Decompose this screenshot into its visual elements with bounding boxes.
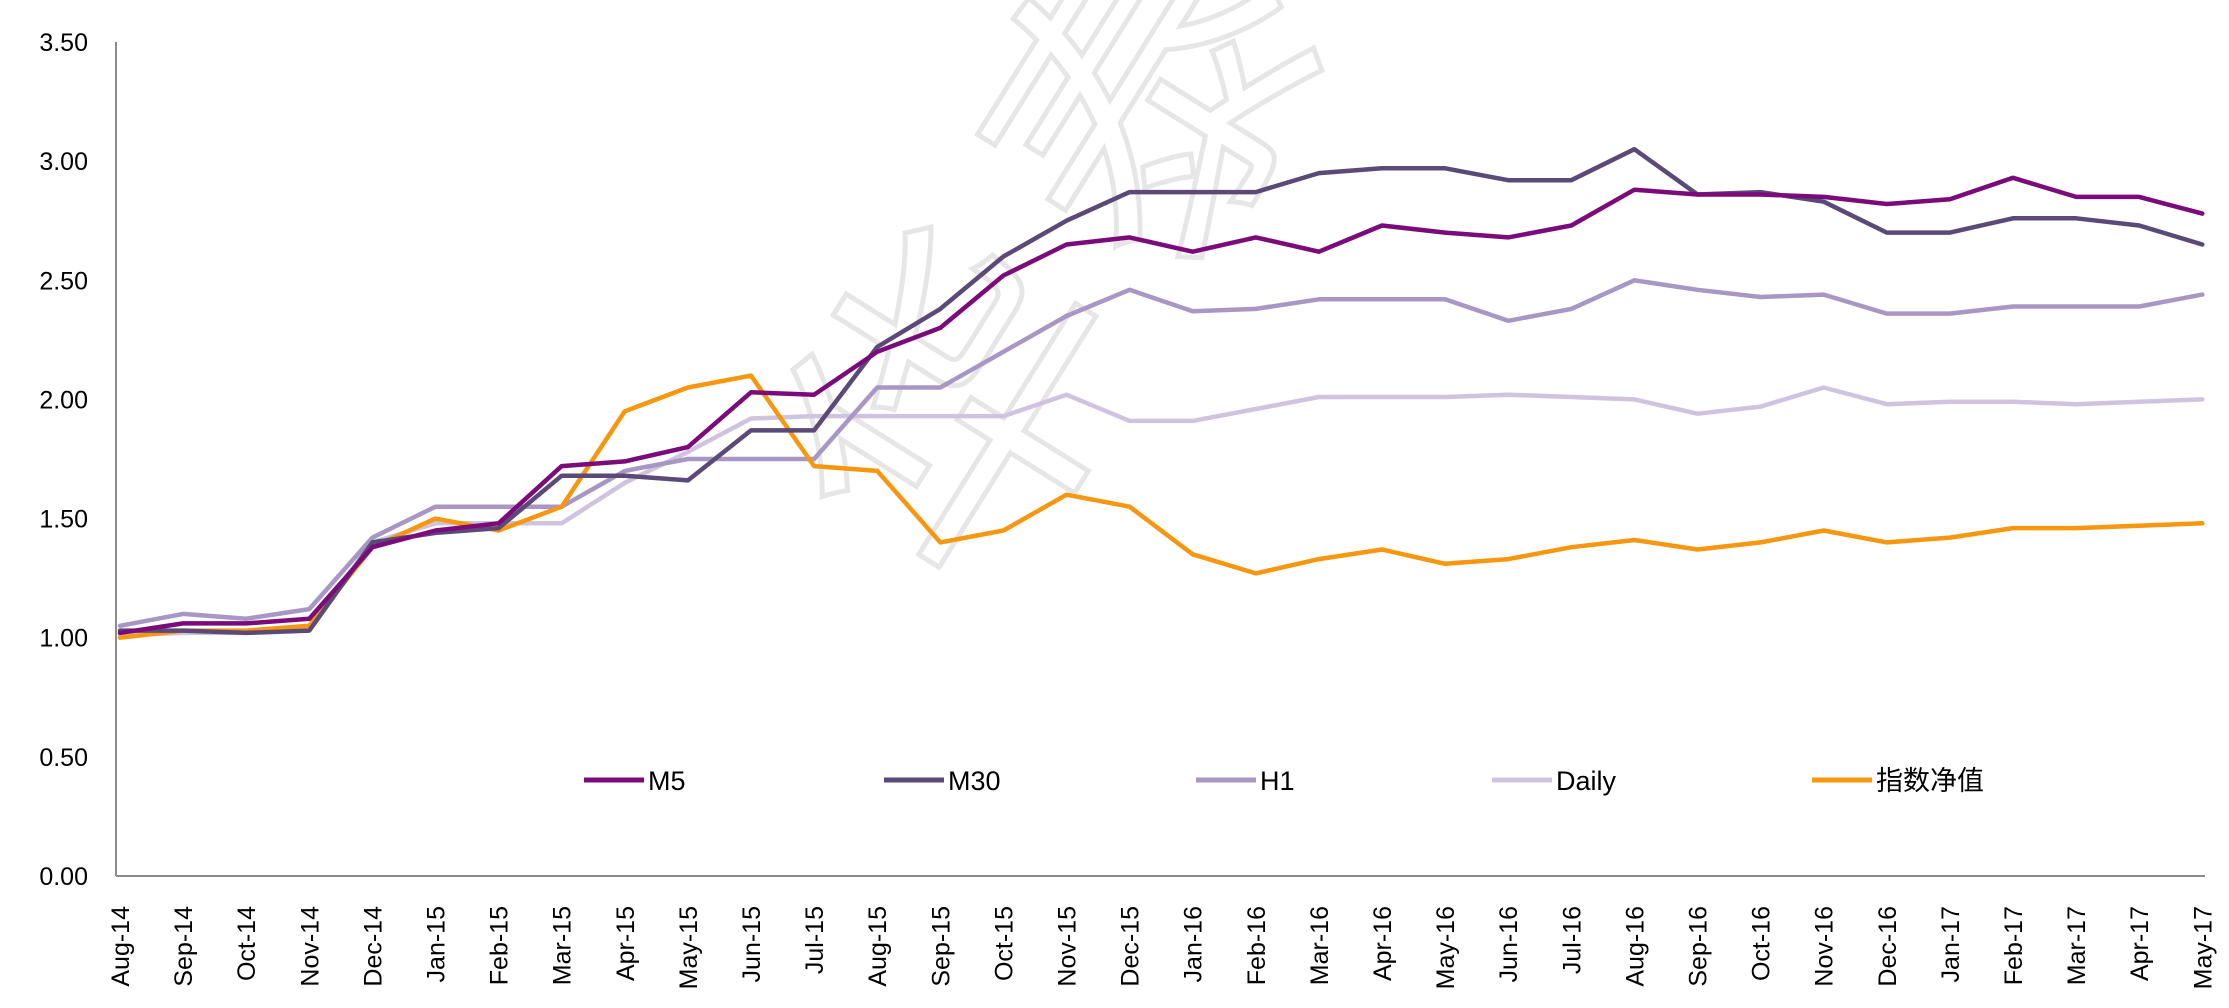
y-tick-label: 0.00 <box>39 863 88 891</box>
x-tick-label: Dec-14 <box>359 906 387 987</box>
x-tick-label: Mar-16 <box>1306 906 1334 985</box>
legend-label: H1 <box>1260 766 1295 796</box>
series-line-0 <box>117 175 2205 636</box>
series-line-1 <box>117 146 2205 636</box>
x-tick-label: May-15 <box>675 906 703 989</box>
x-tick-label: Jan-16 <box>1180 906 1208 982</box>
x-tick-label: Apr-15 <box>612 906 640 981</box>
x-tick-label: May-17 <box>2189 906 2217 989</box>
y-tick-label: 2.00 <box>39 386 88 414</box>
x-tick-label: Apr-16 <box>1369 906 1397 981</box>
x-tick-label: Sep-16 <box>1685 906 1713 987</box>
x-tick-label: Apr-17 <box>2126 906 2154 981</box>
x-tick-label: May-16 <box>1432 906 1460 989</box>
x-tick-label: Feb-17 <box>2000 906 2028 985</box>
series-line-4 <box>117 373 2205 640</box>
legend-label: M5 <box>648 766 686 796</box>
legend-label: Daily <box>1556 766 1617 796</box>
x-tick-label: Sep-15 <box>927 906 955 987</box>
y-axis: 0.00 0.50 1.00 1.50 2.00 2.50 3.00 3.50 <box>39 29 117 891</box>
x-tick-label: Aug-16 <box>1621 906 1649 987</box>
x-tick-label: Oct-14 <box>233 906 261 981</box>
series-line-2 <box>117 278 2205 629</box>
legend: M5 M30 H1 Daily 指数净值 <box>584 766 1984 796</box>
x-tick-label: Jan-15 <box>423 906 451 982</box>
legend-label: M30 <box>948 766 1001 796</box>
x-tick-label: Jun-16 <box>1495 906 1523 982</box>
x-tick-label: Feb-16 <box>1243 906 1271 985</box>
x-tick-label: Nov-15 <box>1054 906 1082 987</box>
x-tick-label: Mar-15 <box>549 906 577 985</box>
x-tick-label: Jun-15 <box>738 906 766 982</box>
x-tick-label: Oct-16 <box>1748 906 1776 981</box>
x-tick-label: Feb-15 <box>486 906 514 985</box>
series-lines <box>117 146 2205 640</box>
x-tick-label: Nov-14 <box>296 906 324 987</box>
y-tick-label: 3.00 <box>39 148 88 176</box>
y-tick-label: 0.50 <box>39 744 88 772</box>
x-tick-label: Oct-15 <box>990 906 1018 981</box>
y-tick-label: 3.50 <box>39 29 88 57</box>
y-tick-label: 1.00 <box>39 625 88 653</box>
x-axis: Aug-14 Sep-14 Oct-14 Nov-14 Dec-14 Jan-15 Feb-… <box>107 875 2217 989</box>
legend-label: 指数净值 <box>1876 766 1984 796</box>
x-tick-label: Jul-15 <box>801 906 829 974</box>
x-tick-label: Jan-17 <box>1937 906 1965 982</box>
y-tick-label: 1.50 <box>39 506 88 534</box>
x-tick-label: Nov-16 <box>1811 906 1839 987</box>
x-tick-label: Sep-14 <box>170 906 198 987</box>
watermark: 华泰 <box>710 0 1412 652</box>
watermark-char-1: 华泰 <box>712 0 1409 649</box>
x-tick-label: Dec-15 <box>1117 906 1145 987</box>
x-tick-label: Aug-14 <box>107 906 135 987</box>
x-tick-label: Dec-16 <box>1874 906 1902 987</box>
x-tick-label: Jul-16 <box>1558 906 1586 974</box>
y-tick-label: 2.50 <box>39 267 88 295</box>
x-tick-label: Mar-17 <box>2063 906 2091 985</box>
x-tick-label: Aug-15 <box>864 906 892 987</box>
